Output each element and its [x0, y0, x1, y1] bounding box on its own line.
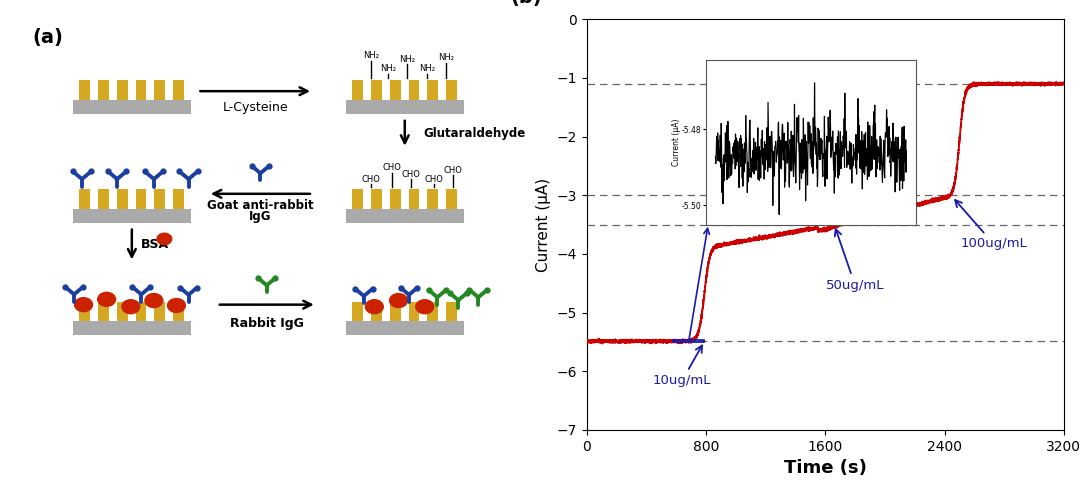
Bar	[446, 302, 457, 321]
Bar	[446, 81, 457, 99]
Text: NH₂: NH₂	[363, 51, 379, 60]
Bar	[428, 81, 438, 99]
Circle shape	[365, 300, 383, 313]
Circle shape	[145, 294, 163, 308]
Bar	[98, 189, 109, 209]
Text: IgG: IgG	[249, 210, 272, 223]
Bar	[79, 189, 91, 209]
Bar	[136, 81, 147, 99]
Bar	[154, 189, 165, 209]
Bar	[136, 189, 147, 209]
Bar	[428, 302, 438, 321]
Text: CHO: CHO	[382, 163, 401, 172]
Bar	[390, 302, 401, 321]
Bar	[408, 81, 419, 99]
Bar	[446, 189, 457, 209]
Y-axis label: Current (μA): Current (μA)	[536, 178, 551, 271]
Circle shape	[122, 300, 139, 313]
Bar	[372, 302, 382, 321]
Bar	[98, 302, 109, 321]
Circle shape	[97, 292, 116, 306]
Bar	[408, 189, 419, 209]
Bar	[154, 302, 165, 321]
Bar	[72, 209, 191, 223]
Bar	[173, 189, 184, 209]
X-axis label: Time (s): Time (s)	[784, 459, 866, 477]
Text: 100ug/mL: 100ug/mL	[955, 200, 1027, 251]
Bar	[79, 302, 91, 321]
Bar	[408, 302, 419, 321]
Bar	[117, 189, 127, 209]
Text: CHO: CHO	[361, 174, 380, 184]
Bar	[98, 81, 109, 99]
Bar	[72, 321, 191, 335]
Circle shape	[390, 294, 407, 308]
Text: (b): (b)	[510, 0, 542, 7]
Circle shape	[75, 298, 93, 312]
Bar	[79, 81, 91, 99]
Bar	[154, 81, 165, 99]
Bar	[352, 81, 363, 99]
Bar	[72, 99, 191, 114]
Bar	[346, 321, 463, 335]
Text: NH₂: NH₂	[380, 64, 396, 72]
Text: Glutaraldehyde: Glutaraldehyde	[423, 127, 525, 140]
Bar	[136, 302, 147, 321]
Text: 50ug/mL: 50ug/mL	[826, 229, 885, 292]
Text: CHO: CHO	[444, 166, 462, 174]
Bar	[390, 81, 401, 99]
Bar	[428, 189, 438, 209]
Bar	[352, 302, 363, 321]
Text: CHO: CHO	[402, 170, 420, 179]
Text: 10ug/mL: 10ug/mL	[652, 345, 712, 387]
Circle shape	[157, 233, 172, 245]
Text: BSA: BSA	[141, 238, 170, 251]
Bar	[173, 302, 184, 321]
Bar	[372, 81, 382, 99]
Bar	[173, 81, 184, 99]
Bar	[346, 99, 463, 114]
Bar	[346, 209, 463, 223]
Bar	[372, 189, 382, 209]
Bar	[352, 189, 363, 209]
Text: CHO: CHO	[424, 174, 443, 184]
Text: (a): (a)	[32, 28, 63, 46]
Text: L-Cysteine: L-Cysteine	[222, 101, 288, 114]
Circle shape	[416, 300, 434, 313]
Text: NH₂: NH₂	[400, 55, 416, 64]
Bar	[117, 81, 127, 99]
Text: Rabbit IgG: Rabbit IgG	[230, 317, 303, 330]
Text: Goat anti-rabbit: Goat anti-rabbit	[207, 199, 314, 212]
Text: NH₂: NH₂	[437, 54, 454, 62]
Text: NH₂: NH₂	[419, 64, 435, 72]
Bar	[673, 340, 704, 342]
Bar	[117, 302, 127, 321]
Bar	[390, 189, 401, 209]
Circle shape	[167, 298, 186, 313]
